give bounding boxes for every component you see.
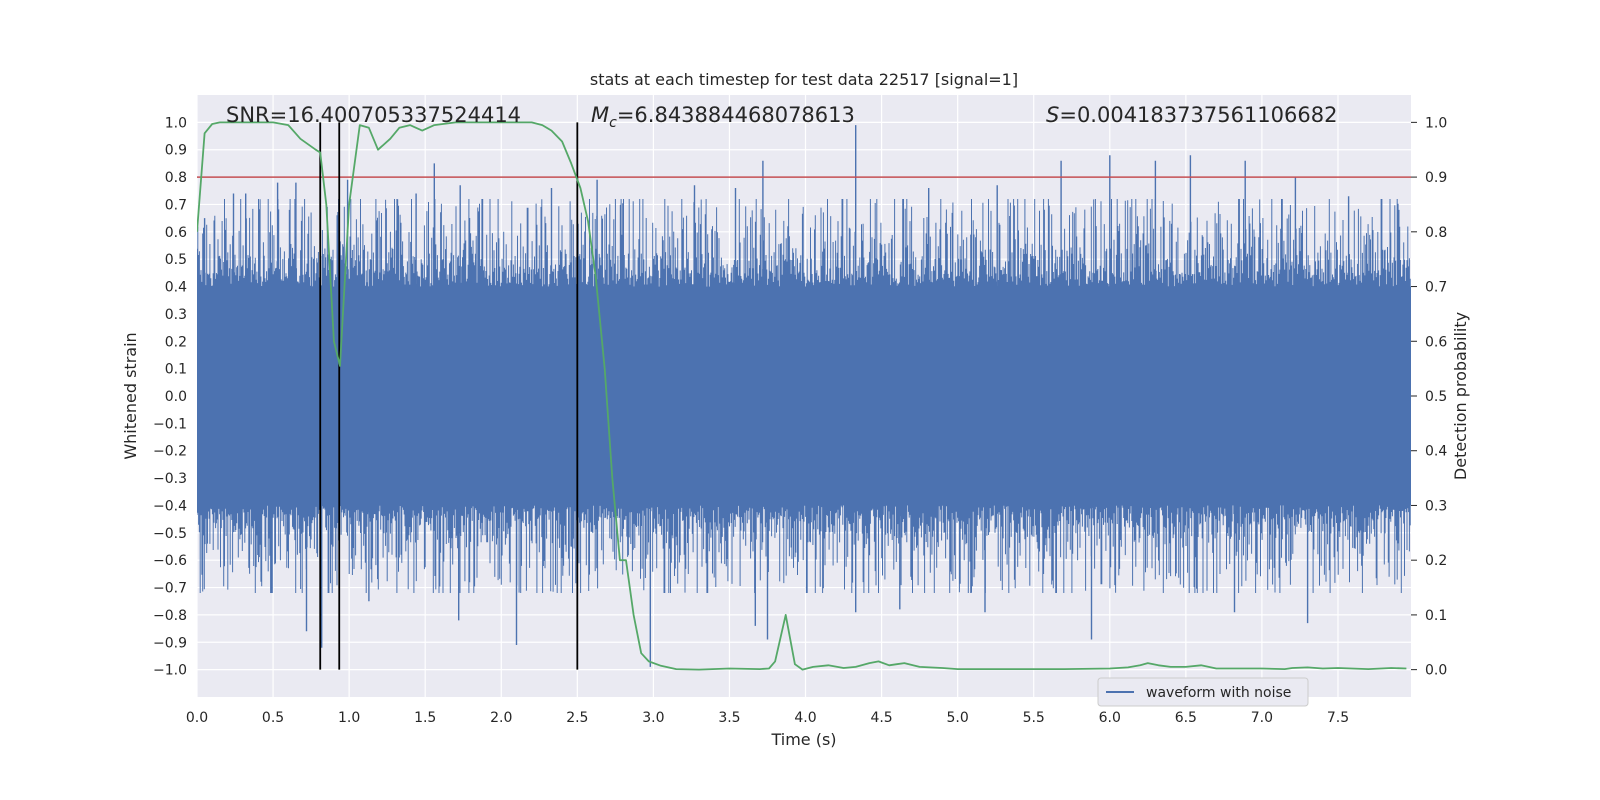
x-tick-label: 1.0 bbox=[338, 710, 360, 726]
right-tick-label: 0.7 bbox=[1425, 280, 1447, 296]
left-tick-label: −0.4 bbox=[153, 498, 187, 514]
right-tick-label: 0.8 bbox=[1425, 225, 1447, 241]
chirp-mass-value: =6.843884468078613 bbox=[617, 103, 855, 127]
left-tick-label: 1.0 bbox=[165, 115, 187, 131]
left-tick-label: 0.0 bbox=[165, 389, 187, 405]
x-tick-label: 6.5 bbox=[1175, 710, 1197, 726]
left-tick-label: −0.9 bbox=[153, 635, 187, 651]
snr-annotation: SNR=16.400705337524414 bbox=[226, 103, 521, 127]
x-tick-label: 1.5 bbox=[414, 710, 436, 726]
detection-probability-series bbox=[197, 121, 1407, 671]
left-tick-label: −0.6 bbox=[153, 553, 187, 569]
x-axis-ticks: 0.0 0.5 1.0 1.5 2.0 2.5 3.0 3.5 4.0 4.5 5.0 5.5 6.0 6… bbox=[186, 710, 1349, 726]
right-tick-label: 0.2 bbox=[1425, 553, 1447, 569]
left-tick-label: −0.2 bbox=[153, 444, 187, 460]
legend: waveform with noise bbox=[1097, 677, 1309, 707]
waveform-spikes bbox=[203, 125, 1400, 667]
left-y-axis-label: Whitened strain bbox=[121, 332, 140, 459]
left-tick-label: 0.7 bbox=[165, 197, 187, 213]
waveform-series bbox=[197, 125, 1411, 667]
left-tick-label: 0.8 bbox=[165, 170, 187, 186]
right-tick-label: 0.3 bbox=[1425, 498, 1447, 514]
x-axis-label: Time (s) bbox=[770, 730, 836, 749]
left-tick-label: 0.5 bbox=[165, 252, 187, 268]
right-axis-ticks: 1.0 0.9 0.8 0.7 0.6 0.5 0.4 0.3 0.2 0.1 0.0 bbox=[1411, 115, 1447, 679]
x-tick-label: 2.5 bbox=[566, 710, 588, 726]
x-tick-label: 4.0 bbox=[794, 710, 816, 726]
x-tick-label: 5.0 bbox=[947, 710, 969, 726]
chirp-mass-symbol: M bbox=[591, 103, 609, 127]
right-tick-label: 0.1 bbox=[1425, 608, 1447, 624]
left-tick-label: 0.1 bbox=[165, 362, 187, 378]
s-annotation: S=0.004183737561106682 bbox=[1046, 103, 1337, 127]
legend-label-waveform: waveform with noise bbox=[1146, 685, 1291, 701]
right-y-axis-label: Detection probability bbox=[1451, 312, 1470, 480]
left-tick-label: 0.4 bbox=[165, 280, 187, 296]
detection-probability-line bbox=[197, 121, 1407, 671]
left-tick-label: 0.2 bbox=[165, 334, 187, 350]
legend-box bbox=[1097, 677, 1309, 707]
chart-title: stats at each timestep for test data 225… bbox=[590, 70, 1018, 89]
right-tick-label: 0.9 bbox=[1425, 170, 1447, 186]
x-tick-label: 7.5 bbox=[1327, 710, 1349, 726]
left-tick-label: −1.0 bbox=[153, 663, 187, 679]
x-tick-label: 6.0 bbox=[1099, 710, 1121, 726]
right-tick-label: 0.6 bbox=[1425, 334, 1447, 350]
vertical-markers bbox=[319, 122, 579, 670]
x-tick-label: 3.0 bbox=[642, 710, 664, 726]
x-tick-label: 3.5 bbox=[718, 710, 740, 726]
left-tick-label: 0.3 bbox=[165, 307, 187, 323]
left-axis-ticks: 1.0 0.9 0.8 0.7 0.6 0.5 0.4 0.3 0.2 0.1 0.0 −0.1 −0.… bbox=[153, 115, 187, 678]
s-symbol: S bbox=[1046, 103, 1059, 127]
left-tick-label: −0.1 bbox=[153, 416, 187, 432]
x-tick-label: 7.0 bbox=[1251, 710, 1273, 726]
left-tick-label: −0.5 bbox=[153, 526, 187, 542]
left-tick-label: 0.6 bbox=[165, 225, 187, 241]
s-value: =0.004183737561106682 bbox=[1059, 103, 1337, 127]
left-tick-label: −0.7 bbox=[153, 581, 187, 597]
right-tick-label: 0.5 bbox=[1425, 389, 1447, 405]
x-tick-label: 0.0 bbox=[186, 710, 208, 726]
left-tick-label: 0.9 bbox=[165, 143, 187, 159]
left-tick-label: −0.8 bbox=[153, 608, 187, 624]
right-tick-label: 0.4 bbox=[1425, 444, 1447, 460]
chirp-mass-annotation: Mc=6.843884468078613 bbox=[591, 103, 855, 131]
x-tick-label: 5.5 bbox=[1023, 710, 1045, 726]
left-tick-label: −0.3 bbox=[153, 471, 187, 487]
x-tick-label: 4.5 bbox=[870, 710, 892, 726]
x-tick-label: 0.5 bbox=[262, 710, 284, 726]
x-tick-label: 2.0 bbox=[490, 710, 512, 726]
chirp-mass-subscript: c bbox=[609, 115, 617, 131]
waveform-envelope bbox=[197, 199, 1411, 593]
right-tick-label: 1.0 bbox=[1425, 115, 1447, 131]
right-tick-label: 0.0 bbox=[1425, 663, 1447, 679]
